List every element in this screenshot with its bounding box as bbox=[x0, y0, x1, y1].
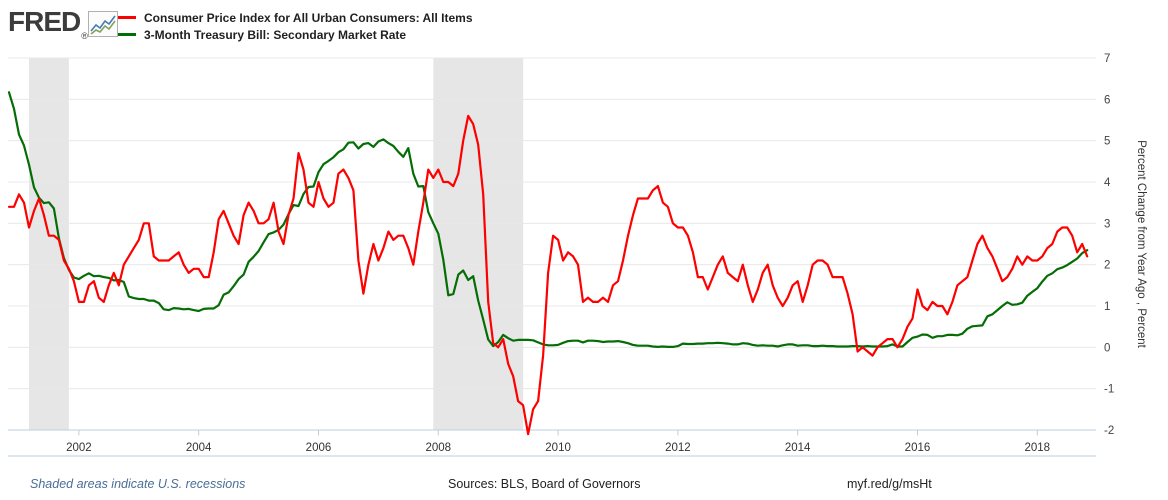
x-tick-label: 2014 bbox=[785, 442, 811, 454]
fred-logo-chart-icon bbox=[88, 11, 118, 37]
sources-text: Sources: BLS, Board of Governors bbox=[448, 477, 641, 491]
legend-item-cpi: Consumer Price Index for All Urban Consu… bbox=[118, 9, 473, 26]
y-tick-label: 6 bbox=[1104, 94, 1110, 106]
x-tick-label: 2018 bbox=[1024, 442, 1050, 454]
y-tick-label: -1 bbox=[1104, 384, 1114, 396]
y-axis-title: Percent Change from Year Ago , Percent bbox=[1135, 140, 1147, 349]
y-tick-label: 4 bbox=[1104, 177, 1111, 189]
legend-label-tbill: 3-Month Treasury Bill: Secondary Market … bbox=[144, 27, 407, 42]
y-tick-label: 0 bbox=[1104, 342, 1110, 354]
y-tick-label: 2 bbox=[1104, 260, 1110, 272]
series-line-tbill bbox=[7, 91, 1089, 348]
chart-legend: Consumer Price Index for All Urban Consu… bbox=[118, 9, 473, 43]
registered-mark: ® bbox=[81, 31, 88, 41]
y-tick-label: -2 bbox=[1104, 425, 1114, 437]
fred-logo: FRED® bbox=[8, 6, 88, 41]
chart-svg[interactable]: 7 6 5 4 3 2 1 0 -1 -2 2002 2004 2006 2008 2010 2012 2014… bbox=[0, 50, 1168, 462]
graph-short-link: myf.red/g/msHt bbox=[847, 477, 932, 491]
legend-label-cpi: Consumer Price Index for All Urban Consu… bbox=[144, 10, 473, 25]
legend-swatch-tbill bbox=[118, 33, 136, 36]
series-line-cpi bbox=[7, 114, 1089, 436]
recession-note: Shaded areas indicate U.S. recessions bbox=[30, 477, 246, 491]
x-tick-label: 2016 bbox=[905, 442, 931, 454]
y-tick-label: 3 bbox=[1104, 218, 1110, 230]
legend-swatch-cpi bbox=[118, 16, 136, 19]
y-tick-label: 7 bbox=[1104, 53, 1110, 65]
recession-band bbox=[28, 58, 69, 430]
x-tick-label: 2002 bbox=[66, 442, 92, 454]
x-tick-label: 2008 bbox=[425, 442, 451, 454]
legend-item-tbill: 3-Month Treasury Bill: Secondary Market … bbox=[118, 26, 473, 43]
x-tick-label: 2004 bbox=[186, 442, 212, 454]
x-tick-label: 2012 bbox=[665, 442, 691, 454]
recession-band bbox=[433, 58, 524, 430]
x-tick-label: 2006 bbox=[306, 442, 332, 454]
x-tick-label: 2010 bbox=[545, 442, 571, 454]
y-tick-label: 1 bbox=[1104, 301, 1110, 313]
y-tick-label: 5 bbox=[1104, 136, 1110, 148]
fred-logo-text: FRED bbox=[8, 6, 81, 37]
